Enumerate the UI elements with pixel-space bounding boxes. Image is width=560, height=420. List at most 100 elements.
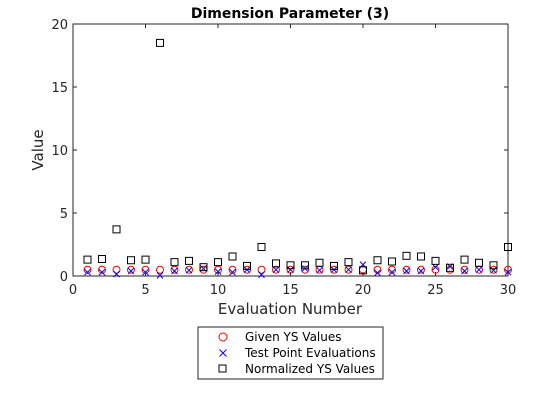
data-point-square-15 bbox=[286, 261, 295, 270]
data-point-x-3 bbox=[113, 270, 120, 278]
data-point-circle-7 bbox=[170, 265, 179, 274]
data-point-circle-22 bbox=[388, 265, 396, 274]
data-marks bbox=[83, 38, 512, 279]
y-tick-label: 10 bbox=[51, 144, 68, 159]
data-point-square-19 bbox=[344, 258, 353, 267]
data-point-circle-29 bbox=[489, 265, 498, 274]
data-point-square-17 bbox=[315, 258, 324, 267]
data-point-circle-25 bbox=[431, 265, 440, 274]
data-point-x-5 bbox=[142, 268, 149, 276]
data-point-square-22 bbox=[388, 257, 396, 266]
data-point-square-9 bbox=[199, 263, 208, 272]
x-tick-label: 20 bbox=[355, 283, 372, 298]
data-point-square-2 bbox=[98, 254, 106, 263]
data-point-x-13 bbox=[258, 271, 265, 279]
legend-label-test-point: Test Point Evaluations bbox=[244, 346, 376, 360]
legend-marker-given-ys bbox=[218, 332, 228, 342]
data-point-circle-16 bbox=[301, 265, 309, 274]
data-point-x-19 bbox=[345, 266, 352, 274]
data-point-circle-24 bbox=[417, 265, 425, 274]
data-point-x-24 bbox=[417, 267, 425, 275]
data-point-circle-10 bbox=[214, 265, 222, 274]
data-point-circle-14 bbox=[272, 265, 280, 274]
x-tick-label: 15 bbox=[282, 283, 299, 298]
x-tick-label: 0 bbox=[69, 283, 77, 298]
data-point-square-21 bbox=[373, 256, 382, 265]
data-point-x-15 bbox=[287, 266, 294, 274]
data-point-square-6 bbox=[156, 38, 164, 47]
data-point-square-12 bbox=[243, 261, 251, 270]
data-point-circle-1 bbox=[83, 265, 92, 274]
legend-marker-normalized-ys bbox=[218, 364, 227, 373]
data-point-circle-8 bbox=[185, 265, 193, 274]
data-point-square-3 bbox=[112, 225, 121, 234]
data-point-x-22 bbox=[388, 268, 396, 276]
data-point-x-28 bbox=[475, 266, 483, 274]
data-point-square-1 bbox=[83, 255, 92, 264]
data-point-circle-19 bbox=[344, 265, 353, 274]
data-point-square-20 bbox=[359, 266, 367, 275]
y-tick-label: 20 bbox=[51, 18, 68, 33]
data-point-square-28 bbox=[475, 258, 483, 267]
plot-area bbox=[72, 23, 509, 277]
data-point-x-11 bbox=[229, 268, 236, 276]
data-point-square-4 bbox=[127, 256, 135, 265]
x-axis-label: Evaluation Number bbox=[218, 300, 363, 318]
y-axis-ticks: 0 5 10 15 20 bbox=[51, 18, 508, 285]
data-point-x-23 bbox=[403, 267, 410, 275]
x-tick-label: 10 bbox=[210, 283, 227, 298]
data-point-square-14 bbox=[272, 259, 280, 268]
legend: Given YS Values Test Point Evaluations N… bbox=[197, 326, 384, 380]
y-tick-label: 0 bbox=[60, 270, 68, 285]
data-point-x-8 bbox=[185, 266, 193, 274]
data-point-square-24 bbox=[417, 252, 425, 261]
data-point-square-10 bbox=[214, 258, 222, 267]
data-point-x-4 bbox=[127, 267, 135, 275]
data-point-square-27 bbox=[460, 255, 469, 264]
data-point-circle-27 bbox=[460, 265, 469, 274]
data-point-circle-30 bbox=[504, 265, 512, 274]
data-point-square-29 bbox=[489, 261, 498, 270]
legend-label-given-ys: Given YS Values bbox=[245, 330, 342, 344]
data-point-square-16 bbox=[301, 261, 309, 270]
data-point-square-7 bbox=[170, 258, 179, 267]
y-tick-label: 5 bbox=[60, 207, 68, 222]
data-point-x-17 bbox=[316, 266, 323, 274]
data-point-x-6 bbox=[156, 272, 164, 279]
data-point-square-5 bbox=[141, 255, 150, 264]
data-point-circle-2 bbox=[98, 265, 106, 274]
data-point-x-21 bbox=[374, 269, 381, 277]
legend-box bbox=[197, 326, 384, 380]
x-tick-label: 5 bbox=[141, 283, 149, 298]
data-point-x-25 bbox=[432, 263, 439, 271]
data-point-square-18 bbox=[330, 261, 338, 270]
data-point-x-2 bbox=[98, 268, 106, 276]
legend-marker-test-point bbox=[219, 349, 227, 357]
x-tick-label: 30 bbox=[500, 283, 517, 298]
data-point-x-1 bbox=[84, 268, 91, 276]
data-point-square-30 bbox=[504, 243, 512, 252]
data-point-square-23 bbox=[402, 251, 411, 260]
data-point-x-27 bbox=[461, 267, 468, 275]
data-point-circle-5 bbox=[141, 265, 150, 274]
data-point-x-30 bbox=[504, 268, 512, 276]
data-point-square-13 bbox=[257, 243, 266, 252]
data-point-square-25 bbox=[431, 256, 440, 265]
data-point-square-26 bbox=[446, 263, 454, 272]
data-point-circle-4 bbox=[127, 265, 135, 274]
data-point-circle-23 bbox=[402, 265, 411, 274]
data-point-x-10 bbox=[214, 268, 222, 275]
data-point-circle-3 bbox=[112, 265, 121, 274]
data-point-circle-11 bbox=[228, 265, 237, 274]
x-tick-label: 25 bbox=[427, 283, 444, 298]
legend-label-normalized-ys: Normalized YS Values bbox=[245, 362, 375, 376]
chart-title: Dimension Parameter (3) bbox=[191, 6, 389, 22]
data-point-x-7 bbox=[171, 267, 178, 275]
data-point-x-14 bbox=[272, 266, 280, 274]
data-point-circle-6 bbox=[156, 265, 164, 274]
y-tick-label: 15 bbox=[51, 81, 68, 96]
y-axis-label: Value bbox=[29, 129, 47, 170]
data-point-circle-13 bbox=[257, 265, 266, 274]
data-point-square-11 bbox=[228, 252, 237, 261]
